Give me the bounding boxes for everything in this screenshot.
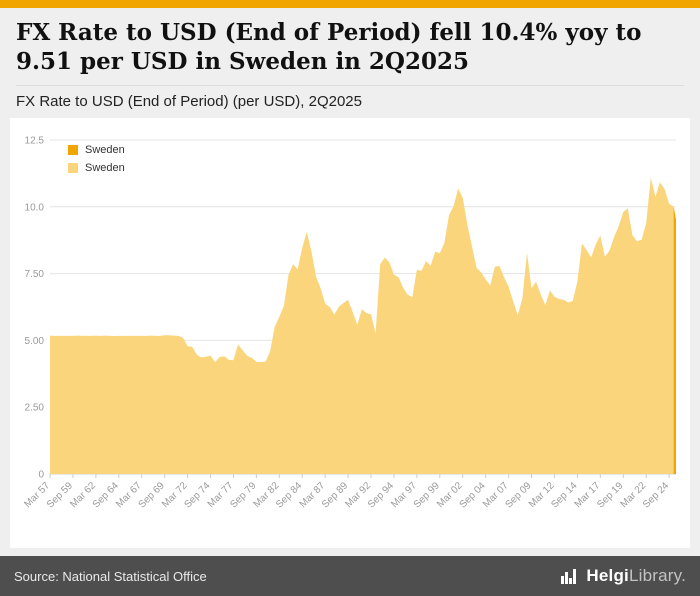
svg-text:Sep 24: Sep 24	[641, 480, 671, 510]
legend: Sweden Sweden	[68, 144, 125, 180]
svg-text:7.50: 7.50	[25, 269, 45, 280]
brand-text-light: Library.	[628, 566, 686, 585]
accent-bar	[0, 0, 700, 8]
svg-text:10.0: 10.0	[25, 202, 45, 213]
helgi-library-logo: HelgiLibrary.	[561, 566, 686, 586]
chart-subtitle: FX Rate to USD (End of Period) (per USD)…	[16, 84, 684, 110]
source-text: Source: National Statistical Office	[14, 568, 207, 584]
chart-panel: 0 2.50 5.00 7.50 10.0 12.5 Mar 57 Sep 59 Mar 62 S…	[10, 117, 690, 548]
svg-text:5.00: 5.00	[25, 336, 45, 347]
svg-text:0: 0	[38, 469, 44, 480]
footer: Source: National Statistical Office Helg…	[0, 556, 700, 596]
page-title: FX Rate to USD (End of Period) fell 10.4…	[16, 19, 642, 76]
legend-label-history: Sweden	[85, 161, 125, 174]
svg-text:2.50: 2.50	[25, 403, 45, 414]
brand-text-bold: Helgi	[586, 566, 629, 585]
legend-swatch-current	[68, 144, 78, 155]
legend-swatch-history	[68, 162, 78, 173]
header: FX Rate to USD (End of Period) fell 10.4…	[0, 8, 700, 110]
legend-item-history: Sweden	[68, 162, 125, 174]
bar-chart-icon	[561, 569, 577, 584]
legend-label-current: Sweden	[85, 143, 125, 156]
brand-text: HelgiLibrary.	[586, 566, 686, 586]
legend-item-current: Sweden	[68, 144, 125, 156]
svg-text:12.5: 12.5	[25, 135, 45, 146]
